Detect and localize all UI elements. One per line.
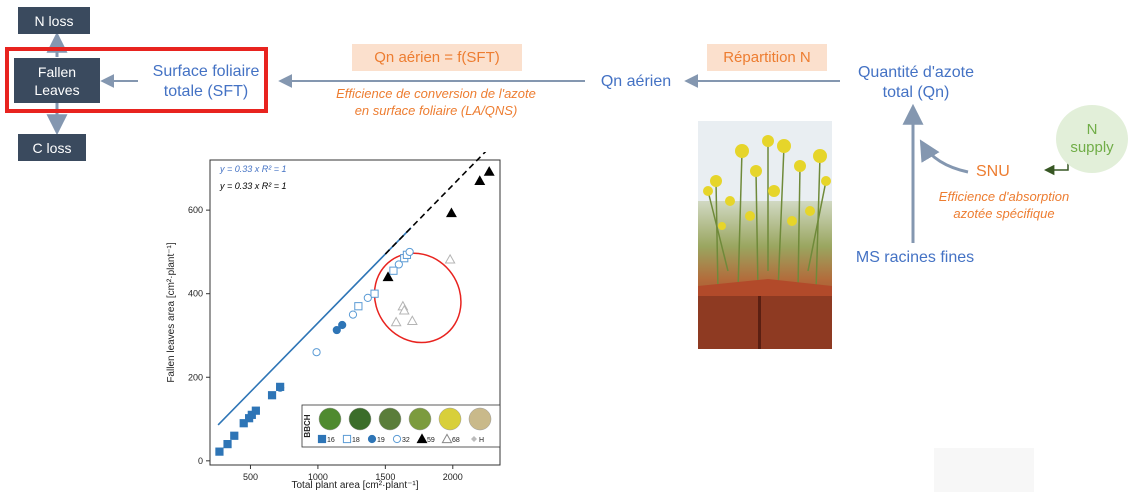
n-loss-label: N loss xyxy=(34,12,74,29)
legend-marker xyxy=(367,434,377,444)
qn-formula-tag: Qn aérien = f(SFT) xyxy=(352,44,522,71)
fallen-leaves-box: Fallen Leaves xyxy=(14,58,100,103)
x-tick-label: 2000 xyxy=(443,472,463,482)
data-point-bbch-59 xyxy=(382,271,394,282)
data-point-bbch-59 xyxy=(483,166,495,176)
c-loss-label: C loss xyxy=(32,139,72,156)
scatter-chart: 500 1000 1500 2000 0 200 400 600 Total plant are… xyxy=(150,152,510,492)
legend-label: 19 xyxy=(377,437,385,444)
data-point-bbch-16 xyxy=(230,431,239,440)
legend-marker xyxy=(342,434,352,444)
x-tick-label: 1500 xyxy=(375,472,395,482)
legend-label: 18 xyxy=(352,437,360,444)
data-point-bbch-18 xyxy=(389,266,398,275)
data-point-bbch-19 xyxy=(332,325,341,335)
faint-panel xyxy=(934,448,1034,492)
legend-label: 32 xyxy=(402,437,410,444)
rapeseed-photo xyxy=(698,121,832,349)
data-point-bbch-16 xyxy=(239,419,248,428)
sft-node: Surface foliaire totale (SFT) xyxy=(152,63,260,100)
legend-marker xyxy=(471,436,477,442)
data-point-bbch-18 xyxy=(370,289,379,298)
data-point-bbch-16 xyxy=(223,440,232,449)
data-point-bbch-32 xyxy=(394,260,403,269)
data-point-bbch-19 xyxy=(338,320,347,330)
data-point-bbch-32 xyxy=(312,348,321,357)
legend-title: BBCH xyxy=(303,414,312,437)
highlight-ellipse xyxy=(373,252,462,344)
legend-thumbnail xyxy=(348,407,372,431)
rapeseed-photo-drawing xyxy=(698,121,832,349)
legend-thumbnail xyxy=(438,407,462,431)
legend-label: H xyxy=(479,437,484,444)
data-point-bbch-32 xyxy=(405,247,414,257)
x-tick-label: 1000 xyxy=(308,472,328,482)
x-axis-label: Total plant area [cm²·plant⁻¹] xyxy=(292,480,419,491)
snu-node: SNU xyxy=(976,163,1010,180)
y-axis-label: Fallen leaves area [cm²·plant⁻¹] xyxy=(166,242,177,383)
data-point-bbch-68 xyxy=(390,316,402,327)
x-tick-label: 500 xyxy=(243,472,258,482)
n-supply-label: N supply xyxy=(1070,121,1114,156)
legend-label: 68 xyxy=(452,437,460,444)
legend-marker xyxy=(441,433,453,444)
n-supply-node: N supply xyxy=(1056,105,1128,173)
arrow-snu-curve xyxy=(919,139,969,174)
data-point-bbch-59 xyxy=(445,207,457,218)
y-tick-label: 400 xyxy=(188,289,203,299)
data-point-bbch-16 xyxy=(215,447,224,456)
data-point-bbch-32 xyxy=(363,293,372,302)
data-point-bbch-16 xyxy=(251,406,260,415)
legend-thumbnail xyxy=(468,407,492,431)
efficience-absorption-note: Efficience d'absorption azotée spécifiqu… xyxy=(938,189,1070,221)
qn-aerien-node: Qn aérien xyxy=(600,73,672,90)
data-point-bbch-16 xyxy=(267,391,277,400)
data-point-bbch-18 xyxy=(354,302,363,311)
qn-total-node: Quantité d'azote total (Qn) xyxy=(857,64,975,101)
fallen-leaves-label: Fallen Leaves xyxy=(34,63,80,98)
legend-thumbnail xyxy=(408,407,432,431)
data-point-bbch-19 xyxy=(276,383,285,392)
legend-marker xyxy=(392,434,402,444)
fit-equation: y = 0.33 x R² = 1 xyxy=(219,181,287,191)
c-loss-box: C loss xyxy=(18,134,86,161)
fit-line xyxy=(384,152,487,255)
scatter-chart-svg: 500 1000 1500 2000 0 200 400 600 Total plant are… xyxy=(166,152,501,491)
legend-thumbnail xyxy=(318,407,342,431)
legend-label: 16 xyxy=(327,437,335,444)
data-point-bbch-59 xyxy=(474,175,486,185)
data-point-bbch-68 xyxy=(398,304,410,315)
data-point-bbch-32 xyxy=(348,310,358,319)
y-tick-label: 0 xyxy=(198,456,203,466)
fit-line xyxy=(217,227,412,426)
fit-equation: y = 0.33 x R² = 1 xyxy=(219,164,287,174)
y-tick-label: 200 xyxy=(188,372,203,382)
legend-label: 59 xyxy=(427,437,435,444)
ms-racines-node: MS racines fines xyxy=(855,249,975,266)
legend-thumbnail xyxy=(378,407,402,431)
efficience-conversion-note: Efficience de conversion de l'azote en s… xyxy=(336,86,536,118)
highlight-frame xyxy=(5,47,268,113)
data-point-bbch-68 xyxy=(406,315,418,325)
repartition-tag: Répartition N xyxy=(707,44,827,71)
y-tick-label: 600 xyxy=(188,205,203,215)
legend-marker xyxy=(317,434,327,444)
legend-marker xyxy=(416,433,428,444)
n-loss-box: N loss xyxy=(18,7,90,34)
data-point-bbch-68 xyxy=(444,253,456,264)
